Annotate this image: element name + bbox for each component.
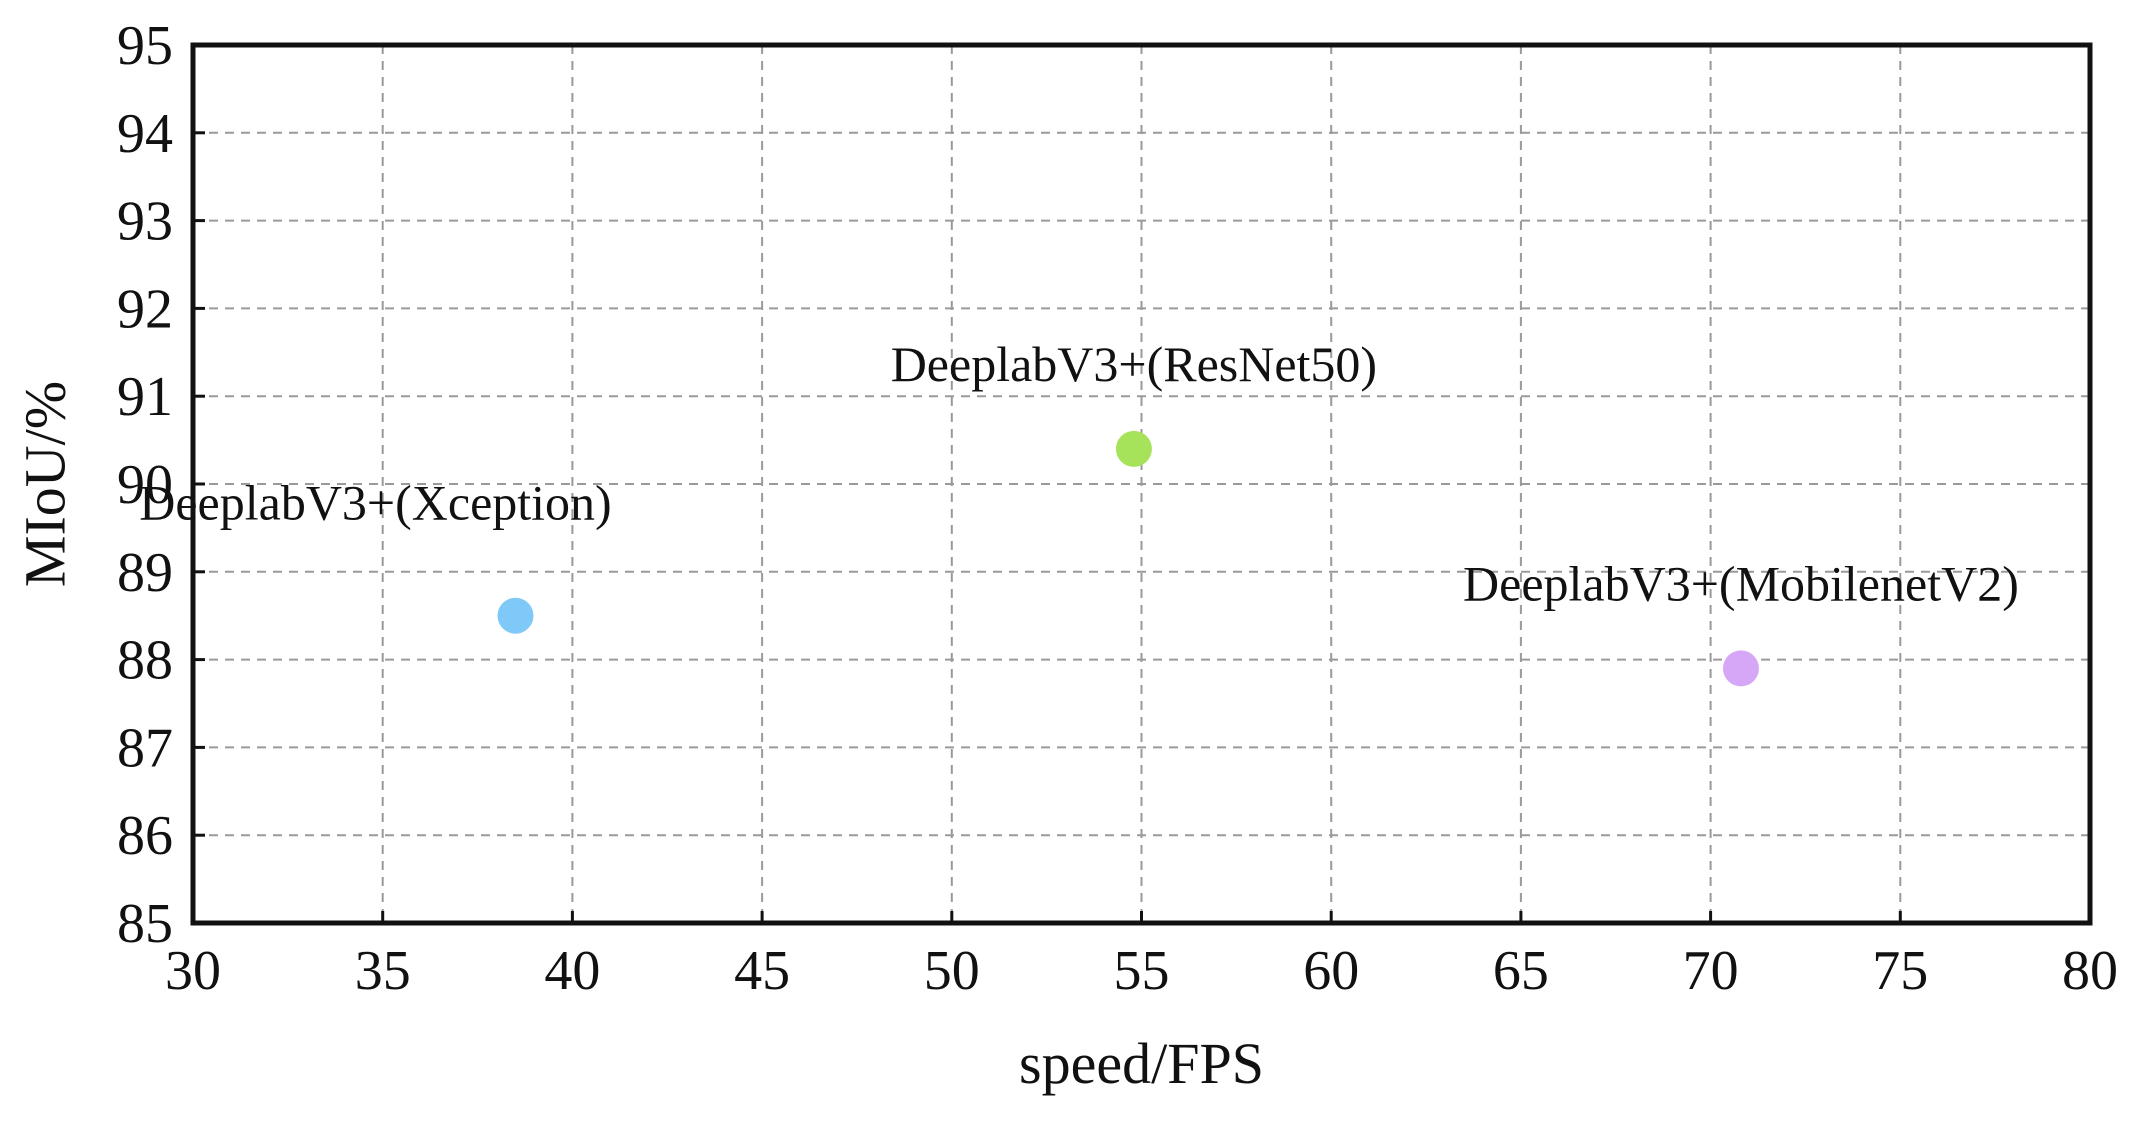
- x-tick-label: 45: [734, 940, 790, 1002]
- x-tick-label: 30: [165, 940, 221, 1002]
- y-tick-label: 94: [117, 103, 173, 165]
- y-tick-label: 93: [117, 191, 173, 253]
- x-axis-title: speed/FPS: [1019, 1031, 1264, 1096]
- data-point: [497, 597, 534, 634]
- grid: [193, 45, 2090, 923]
- data-point: [1115, 430, 1152, 467]
- x-tick-label: 70: [1683, 940, 1739, 1002]
- y-tick-label: 87: [117, 717, 173, 779]
- x-tick-labels: 30 35 40 45 50 55 60 65 70 75 80: [165, 940, 2118, 1002]
- x-tick-label: 75: [1872, 940, 1928, 1002]
- x-tick-label: 40: [544, 940, 600, 1002]
- y-tick-label: 86: [117, 805, 173, 867]
- y-tick-label: 88: [117, 630, 173, 692]
- y-tick-label: 89: [117, 542, 173, 604]
- y-tick-label: 92: [117, 278, 173, 340]
- x-tick-label: 60: [1303, 940, 1359, 1002]
- y-tick-label: 85: [117, 893, 173, 955]
- data-point-label: DeeplabV3+(MobilenetV2): [1463, 555, 2019, 611]
- data-point-label: DeeplabV3+(ResNet50): [891, 336, 1377, 392]
- x-tick-label: 35: [355, 940, 411, 1002]
- x-tick-label: 50: [924, 940, 980, 1002]
- y-tick-label: 91: [117, 366, 173, 428]
- plot-frame: [190, 42, 2093, 926]
- data-point-labels: DeeplabV3+(Xception) DeeplabV3+(ResNet50)…: [139, 336, 2019, 612]
- y-axis-title: MIoU/%: [13, 381, 78, 587]
- y-tick-labels: 85 86 87 88 89 90 91 92 93 94 95: [117, 15, 173, 955]
- x-tick-label: 80: [2062, 940, 2118, 1002]
- data-point-label: DeeplabV3+(Xception): [139, 475, 611, 531]
- x-tick-label: 65: [1493, 940, 1549, 1002]
- y-tick-label: 95: [117, 15, 173, 77]
- y-tick-label: 90: [117, 454, 173, 516]
- x-tick-label: 55: [1114, 940, 1170, 1002]
- data-points: [497, 430, 1759, 687]
- data-point: [1722, 650, 1759, 687]
